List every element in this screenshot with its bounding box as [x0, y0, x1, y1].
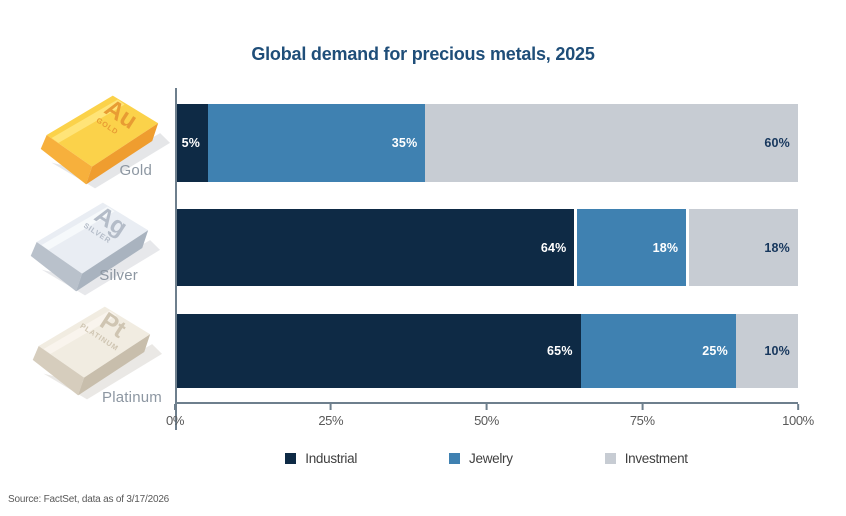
- metal-icon-platinum: Pt PLATINUM Platinum: [14, 296, 166, 410]
- bar-value-label: 10%: [764, 344, 790, 358]
- legend-swatch-jewelry: [449, 453, 461, 464]
- metal-label-platinum: Platinum: [102, 389, 162, 406]
- metal-label-gold: Gold: [119, 162, 152, 179]
- tick-mark: [329, 404, 332, 410]
- bar-segment-gold-jewelry: 35%: [208, 104, 426, 182]
- legend-label-jewelry: Jewelry: [469, 451, 513, 466]
- bar-row-platinum: 65% 25% 10%: [177, 314, 798, 388]
- metal-label-silver: Silver: [99, 267, 138, 284]
- metal-icon-silver: Ag SILVER Silver: [12, 192, 164, 306]
- silver-ingot-icon: Ag SILVER: [30, 201, 160, 296]
- bar-segment-gold-investment: 60%: [425, 104, 798, 182]
- bar-row-silver: 64% 18% 18%: [177, 209, 798, 286]
- tick-label: 75%: [629, 413, 655, 428]
- bar-value-label: 18%: [652, 240, 679, 255]
- x-tick-100: 100%: [782, 404, 814, 428]
- bar-value-label: 60%: [764, 136, 790, 150]
- tick-mark: [485, 404, 488, 410]
- legend-item-jewelry: Jewelry: [449, 451, 513, 466]
- bar-segment-platinum-jewelry: 25%: [580, 314, 736, 388]
- x-tick-75: 75%: [630, 404, 655, 428]
- chart-title: Global demand for precious metals, 2025: [251, 44, 595, 64]
- bar-row-gold: 5% 35% 60%: [177, 104, 798, 182]
- platinum-ingot-icon: Pt PLATINUM: [32, 306, 162, 400]
- bar-value-label: 64%: [540, 240, 567, 255]
- legend-label-industrial: Industrial: [305, 451, 358, 466]
- tick-label: 25%: [318, 413, 344, 428]
- x-tick-0: 0%: [166, 404, 184, 428]
- tick-mark: [797, 404, 799, 410]
- bar-value-label: 65%: [547, 344, 573, 358]
- bar-value-label: 5%: [181, 136, 201, 150]
- bar-segment-platinum-industrial: 65%: [177, 314, 581, 388]
- x-tick-50: 50%: [474, 404, 499, 428]
- legend-swatch-investment: [604, 453, 616, 464]
- tick-label: 0%: [166, 413, 184, 428]
- legend-swatch-industrial: [285, 453, 297, 464]
- tick-mark: [174, 404, 176, 410]
- x-tick-25: 25%: [318, 404, 344, 428]
- bar-value-label: 18%: [764, 240, 790, 255]
- bar-segment-platinum-investment: 10%: [735, 314, 798, 388]
- legend-item-investment: Investment: [604, 451, 688, 466]
- x-axis-line: [175, 402, 798, 404]
- bar-segment-gold-industrial: 5%: [177, 104, 209, 182]
- bar-segment-silver-jewelry: 18%: [574, 209, 687, 286]
- tick-label: 50%: [474, 413, 499, 428]
- tick-label: 100%: [782, 413, 814, 428]
- legend-item-industrial: Industrial: [285, 451, 357, 466]
- bar-value-label: 35%: [391, 136, 418, 150]
- gold-ingot-icon: Au GOLD: [40, 94, 170, 189]
- plot-area: 5% 35% 60% 64% 18% 18% 65% 25% 10% 0% 25% 50% 75% 10…: [166, 88, 814, 430]
- metal-icon-gold: Au GOLD Gold: [22, 85, 174, 199]
- x-axis-ticks: 0% 25% 50% 75% 100%: [166, 404, 814, 434]
- source-note: Source: FactSet, data as of 3/17/2026: [8, 494, 170, 505]
- legend-label-investment: Investment: [624, 451, 688, 466]
- tick-mark: [641, 404, 644, 410]
- bar-segment-silver-industrial: 64%: [177, 209, 575, 286]
- bar-segment-silver-investment: 18%: [686, 209, 798, 286]
- legend: Industrial Jewelry Investment: [175, 451, 798, 466]
- y-axis-line: [175, 88, 177, 430]
- bar-value-label: 25%: [702, 344, 728, 358]
